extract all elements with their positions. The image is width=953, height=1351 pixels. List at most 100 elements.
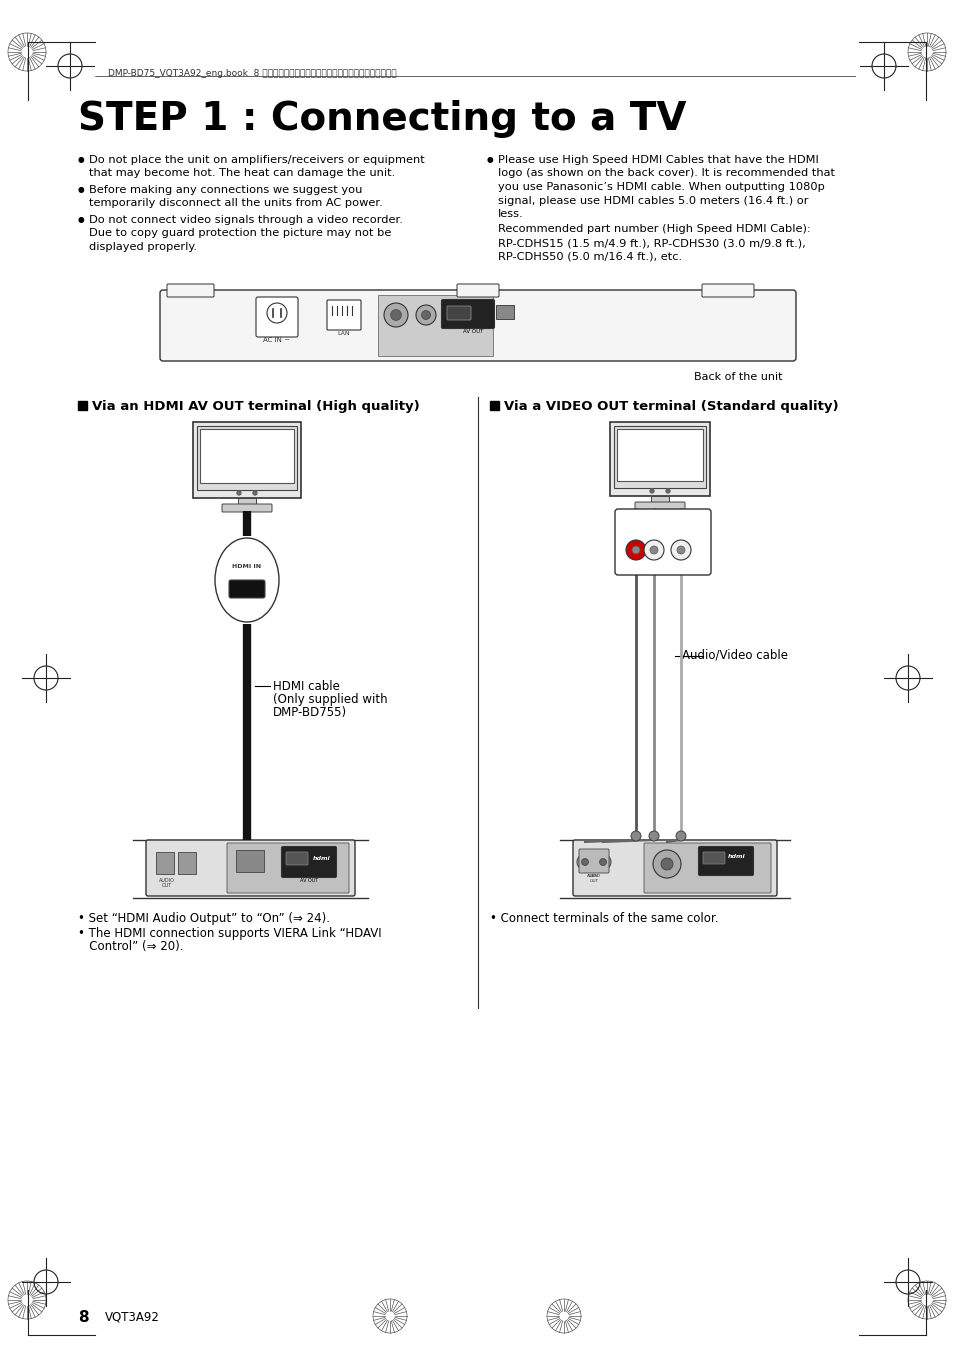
Text: OUT: OUT [162,884,172,888]
Text: • Connect terminals of the same color.: • Connect terminals of the same color. [490,912,718,925]
Circle shape [676,831,685,842]
Circle shape [630,831,640,842]
Text: Do not place the unit on amplifiers/receivers or equipment: Do not place the unit on amplifiers/rece… [89,155,424,165]
Text: Via an HDMI AV OUT terminal (High quality): Via an HDMI AV OUT terminal (High qualit… [91,400,419,413]
Text: you use Panasonic’s HDMI cable. When outputting 1080p: you use Panasonic’s HDMI cable. When out… [497,182,824,192]
FancyBboxPatch shape [578,848,608,873]
Text: 8: 8 [78,1310,89,1325]
Text: Via a VIDEO OUT terminal (Standard quality): Via a VIDEO OUT terminal (Standard quali… [503,400,838,413]
Bar [235,850,264,871]
Text: AUDIO: AUDIO [586,874,600,878]
FancyBboxPatch shape [281,847,336,878]
Circle shape [236,490,241,494]
Ellipse shape [214,538,278,621]
FancyBboxPatch shape [643,843,770,893]
Text: displayed properly.: displayed properly. [89,242,197,253]
Text: L: L [652,527,655,532]
FancyBboxPatch shape [327,300,360,330]
Text: AV OUT: AV OUT [716,875,735,881]
Bar [617,430,702,481]
Circle shape [253,490,256,494]
Circle shape [660,858,672,870]
Text: signal, please use HDMI cables 5.0 meters (16.4 ft.) or: signal, please use HDMI cables 5.0 meter… [497,196,807,205]
FancyBboxPatch shape [441,300,494,328]
Text: ●: ● [486,155,493,163]
FancyBboxPatch shape [614,426,705,488]
Text: Do not connect video signals through a video recorder.: Do not connect video signals through a v… [89,215,402,226]
FancyBboxPatch shape [193,422,301,499]
Text: hdmi: hdmi [313,855,331,861]
Text: Audio/Video cable: Audio/Video cable [681,648,787,662]
Text: hdmi: hdmi [468,312,483,317]
Circle shape [649,546,658,554]
Text: (Only supplied with: (Only supplied with [273,693,387,707]
Text: ●: ● [78,155,85,163]
Text: ●: ● [78,215,85,224]
Text: Before making any connections we suggest you: Before making any connections we suggest… [89,185,362,195]
Text: DMP-BD755): DMP-BD755) [273,707,347,719]
Text: Control” (⇒ 20).: Control” (⇒ 20). [78,940,183,952]
Bar [237,499,255,505]
Circle shape [665,489,669,493]
Circle shape [631,546,639,554]
Text: Back of the unit: Back of the unit [694,372,782,382]
Bar [377,295,493,357]
Text: AUDIO: AUDIO [159,878,174,884]
Text: R: R [634,527,638,532]
Bar [178,852,195,874]
Text: OUT: OUT [245,881,254,885]
Text: Due to copy guard protection the picture may not be: Due to copy guard protection the picture… [89,228,391,239]
Text: temporarily disconnect all the units from AC power.: temporarily disconnect all the units fro… [89,199,382,208]
Text: RP-CDHS15 (1.5 m/4.9 ft.), RP-CDHS30 (3.0 m/9.8 ft.),: RP-CDHS15 (1.5 m/4.9 ft.), RP-CDHS30 (3.… [497,238,805,249]
FancyBboxPatch shape [609,422,709,496]
Text: less.: less. [497,209,523,219]
Text: VIDEO IN: VIDEO IN [663,524,691,530]
Circle shape [577,854,593,870]
Circle shape [421,311,430,319]
FancyBboxPatch shape [255,297,297,336]
FancyBboxPatch shape [615,509,710,576]
Text: RP-CDHS50 (5.0 m/16.4 ft.), etc.: RP-CDHS50 (5.0 m/16.4 ft.), etc. [497,251,681,262]
Circle shape [670,540,690,561]
Text: ●: ● [78,185,85,195]
Text: AUDIO IN: AUDIO IN [636,517,669,523]
Text: AV OUT: AV OUT [299,878,317,884]
Bar [490,401,498,409]
Bar [200,430,294,484]
Text: LAN: LAN [337,331,350,336]
Text: DMP-BD75_VQT3A92_eng.book  8 ページ　２０１１年２月８日　火曜日　午後３時１５分: DMP-BD75_VQT3A92_eng.book 8 ページ ２０１１年２月８… [108,69,396,77]
Text: HDMI cable: HDMI cable [273,680,339,693]
Text: VIDEO: VIDEO [659,881,673,885]
Bar [496,305,514,319]
Bar [156,852,173,874]
Text: OUT: OUT [661,886,671,890]
FancyBboxPatch shape [701,284,753,297]
FancyBboxPatch shape [146,840,355,896]
FancyBboxPatch shape [635,503,684,509]
Circle shape [416,305,436,326]
Circle shape [625,540,645,561]
Circle shape [581,858,588,866]
Text: HDMI IN: HDMI IN [233,563,261,569]
Bar [78,401,87,409]
Text: logo (as shown on the back cover). It is recommended that: logo (as shown on the back cover). It is… [497,169,834,178]
FancyBboxPatch shape [160,290,795,361]
Bar [650,496,668,503]
FancyBboxPatch shape [447,305,471,320]
Text: • The HDMI connection supports VIERA Link “HDAVI: • The HDMI connection supports VIERA Lin… [78,927,381,940]
Text: Recommended part number (High Speed HDMI Cable):: Recommended part number (High Speed HDMI… [497,224,810,235]
Text: Please use High Speed HDMI Cables that have the HDMI: Please use High Speed HDMI Cables that h… [497,155,818,165]
FancyBboxPatch shape [702,852,724,865]
FancyBboxPatch shape [222,504,272,512]
Circle shape [648,831,659,842]
Circle shape [384,303,408,327]
Text: VQT3A92: VQT3A92 [105,1310,160,1324]
Circle shape [390,309,401,320]
FancyBboxPatch shape [698,847,753,875]
FancyBboxPatch shape [227,843,349,893]
Circle shape [643,540,663,561]
FancyBboxPatch shape [196,426,296,490]
Circle shape [598,858,606,866]
Text: STEP 1 : Connecting to a TV: STEP 1 : Connecting to a TV [78,100,686,138]
FancyBboxPatch shape [229,580,265,598]
